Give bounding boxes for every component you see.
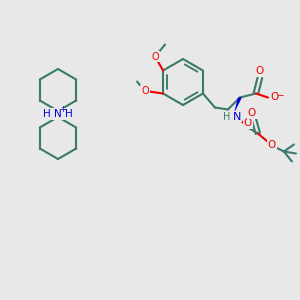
Text: O: O <box>151 52 159 61</box>
Text: O: O <box>271 92 279 103</box>
Text: O: O <box>244 118 252 128</box>
Text: O: O <box>256 67 264 76</box>
Text: O: O <box>141 85 149 95</box>
Text: O: O <box>268 140 276 151</box>
Text: −: − <box>276 90 284 99</box>
Text: H N H: H N H <box>43 109 73 119</box>
Text: +: + <box>60 106 66 115</box>
Polygon shape <box>234 98 242 113</box>
Text: O: O <box>248 109 256 118</box>
Text: H: H <box>223 112 231 122</box>
Text: N: N <box>233 112 241 122</box>
